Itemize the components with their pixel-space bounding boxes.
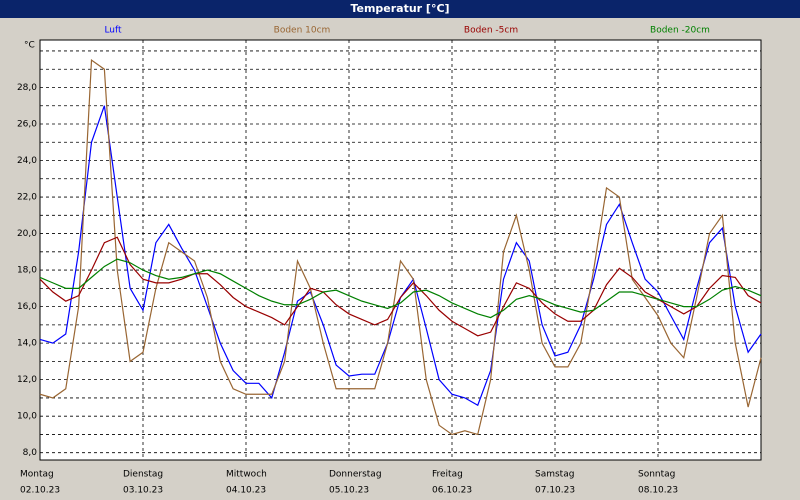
x-tick-date: 07.10.23 bbox=[535, 486, 575, 496]
legend-label: Luft bbox=[104, 26, 122, 36]
title-bar bbox=[0, 0, 800, 18]
y-unit: °C bbox=[24, 41, 35, 51]
y-tick-label: 24,0 bbox=[17, 156, 37, 166]
series-line bbox=[39, 58, 762, 436]
x-tick-date: 02.10.23 bbox=[20, 486, 60, 496]
x-tick-label: Sonntag bbox=[638, 470, 675, 480]
x-tick-date: 03.10.23 bbox=[123, 486, 163, 496]
y-tick-label: 26,0 bbox=[17, 120, 37, 130]
series-line bbox=[39, 236, 762, 337]
y-tick-label: 22,0 bbox=[17, 193, 37, 203]
x-tick-date: 05.10.23 bbox=[329, 486, 369, 496]
legend-label: Boden 10cm bbox=[274, 26, 331, 36]
x-tick-label: Donnerstag bbox=[329, 470, 382, 480]
y-tick-label: 16,0 bbox=[17, 302, 37, 312]
x-tick-label: Mittwoch bbox=[226, 470, 267, 480]
plot-area bbox=[39, 39, 762, 461]
y-tick-label: 18,0 bbox=[17, 266, 37, 276]
y-tick-label: 10,0 bbox=[17, 412, 37, 422]
legend-label: Boden -20cm bbox=[650, 26, 710, 36]
x-tick-date: 08.10.23 bbox=[638, 486, 678, 496]
x-tick-date: 06.10.23 bbox=[432, 486, 472, 496]
x-tick-date: 04.10.23 bbox=[226, 486, 266, 496]
legend-label: Boden -5cm bbox=[464, 26, 518, 36]
y-tick-label: 8,0 bbox=[23, 448, 38, 458]
x-tick-label: Montag bbox=[20, 470, 54, 480]
y-tick-label: 12,0 bbox=[17, 375, 37, 385]
chart-title: Temperatur [°C] bbox=[350, 2, 449, 15]
y-tick-label: 28,0 bbox=[17, 83, 37, 93]
y-tick-label: 20,0 bbox=[17, 229, 37, 239]
y-tick-label: 14,0 bbox=[17, 339, 37, 349]
series-line bbox=[39, 258, 762, 319]
x-tick-label: Freitag bbox=[432, 470, 463, 480]
x-tick-label: Samstag bbox=[535, 470, 574, 480]
x-tick-label: Dienstag bbox=[123, 470, 163, 480]
